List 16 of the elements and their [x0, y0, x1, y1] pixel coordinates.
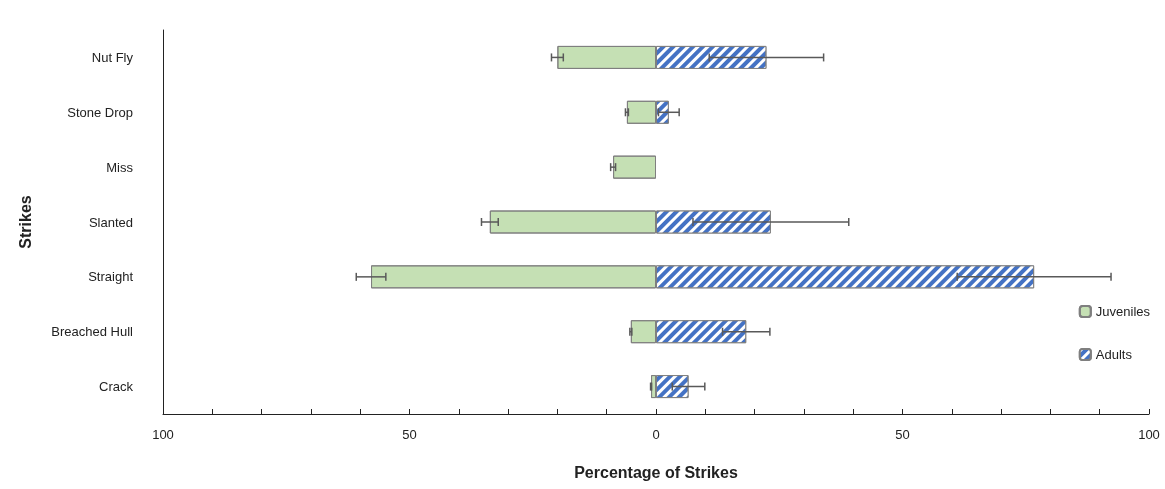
x-axis-title: Percentage of Strikes — [574, 463, 738, 481]
x-tick-label: 50 — [402, 427, 417, 442]
x-tick-label: 100 — [1138, 427, 1160, 442]
x-tick-label: 100 — [152, 427, 174, 442]
legend-label: Juveniles — [1095, 304, 1151, 319]
y-tick-label: Straight — [88, 269, 134, 285]
legend-label: Adults — [1095, 347, 1133, 362]
y-axis-title: Strikes — [16, 195, 34, 249]
y-tick-label: Stone Drop — [67, 104, 133, 120]
y-tick-label: Miss — [106, 159, 134, 175]
y-tick-label: Slanted — [88, 214, 133, 230]
y-tick-label: Nut Fly — [91, 49, 134, 65]
x-tick-label: 50 — [895, 427, 910, 442]
y-tick-label: Crack — [99, 379, 134, 395]
x-tick-label: 0 — [652, 427, 660, 442]
y-tick-label: Breached Hull — [51, 324, 134, 340]
